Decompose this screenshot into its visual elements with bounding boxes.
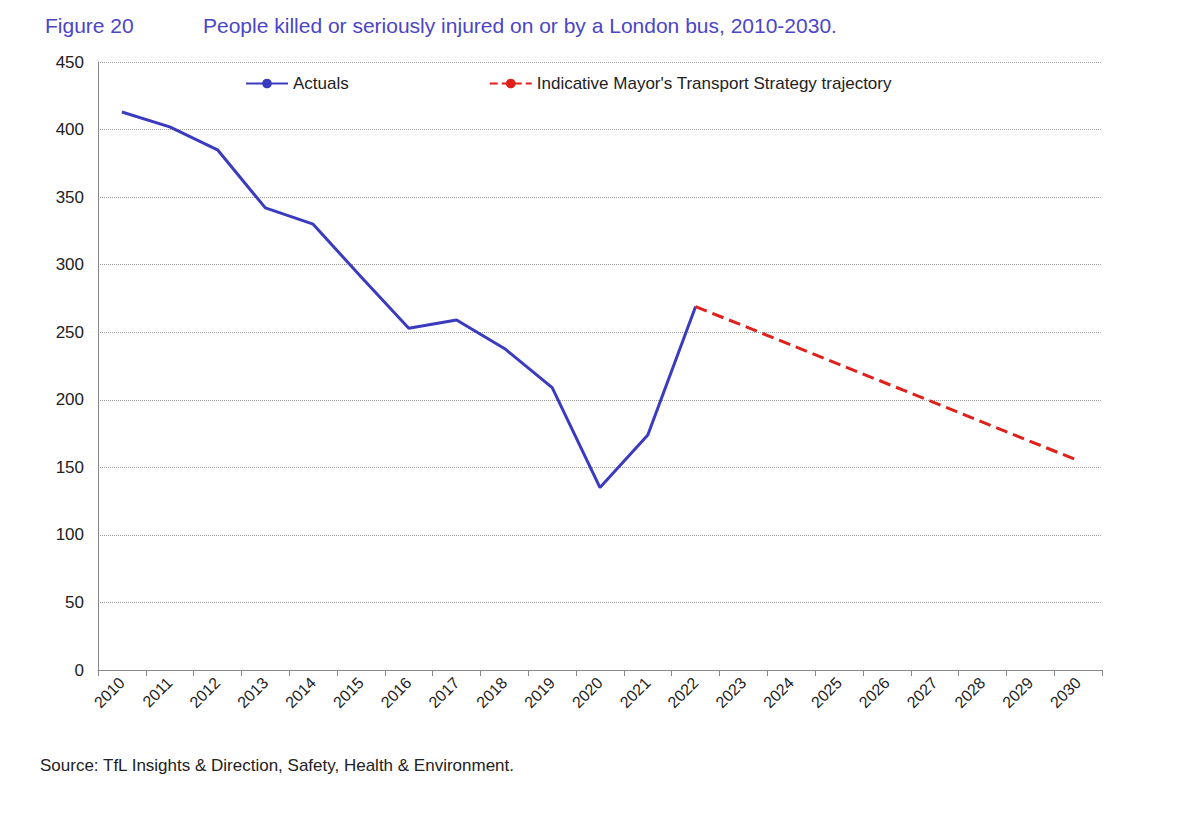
svg-text:2010: 2010	[91, 674, 128, 711]
svg-text:100: 100	[56, 525, 84, 544]
svg-text:2011: 2011	[139, 674, 175, 710]
svg-text:People killed or seriously inj: People killed or seriously injured on or…	[203, 14, 837, 37]
svg-text:2013: 2013	[234, 674, 271, 711]
svg-text:450: 450	[56, 53, 84, 72]
svg-text:Indicative Mayor's Transport S: Indicative Mayor's Transport Strategy tr…	[537, 74, 892, 93]
svg-text:2029: 2029	[999, 674, 1036, 711]
svg-text:200: 200	[56, 390, 84, 409]
svg-text:Actuals: Actuals	[293, 74, 349, 93]
svg-text:2012: 2012	[186, 674, 223, 711]
svg-text:2015: 2015	[330, 674, 367, 711]
svg-text:2016: 2016	[378, 674, 415, 711]
svg-text:2030: 2030	[1047, 674, 1084, 711]
svg-text:2028: 2028	[951, 674, 988, 711]
svg-text:Figure 20: Figure 20	[45, 14, 134, 37]
svg-text:2019: 2019	[521, 674, 558, 711]
svg-text:Source: TfL Insights & Directi: Source: TfL Insights & Direction, Safety…	[40, 756, 514, 775]
svg-text:2027: 2027	[904, 674, 941, 711]
svg-text:400: 400	[56, 120, 84, 139]
svg-text:2022: 2022	[664, 674, 701, 711]
svg-text:2017: 2017	[425, 674, 462, 711]
svg-text:2021: 2021	[617, 674, 654, 711]
svg-text:2014: 2014	[282, 674, 319, 711]
svg-text:2026: 2026	[856, 674, 893, 711]
svg-text:2023: 2023	[712, 674, 749, 711]
svg-text:300: 300	[56, 255, 84, 274]
svg-text:50: 50	[65, 593, 84, 612]
svg-text:2025: 2025	[808, 674, 845, 711]
svg-text:2020: 2020	[569, 674, 606, 711]
svg-text:0: 0	[75, 661, 84, 680]
svg-text:250: 250	[56, 323, 84, 342]
svg-text:2018: 2018	[473, 674, 510, 711]
svg-text:2024: 2024	[760, 674, 797, 711]
svg-text:150: 150	[56, 458, 84, 477]
svg-text:350: 350	[56, 188, 84, 207]
